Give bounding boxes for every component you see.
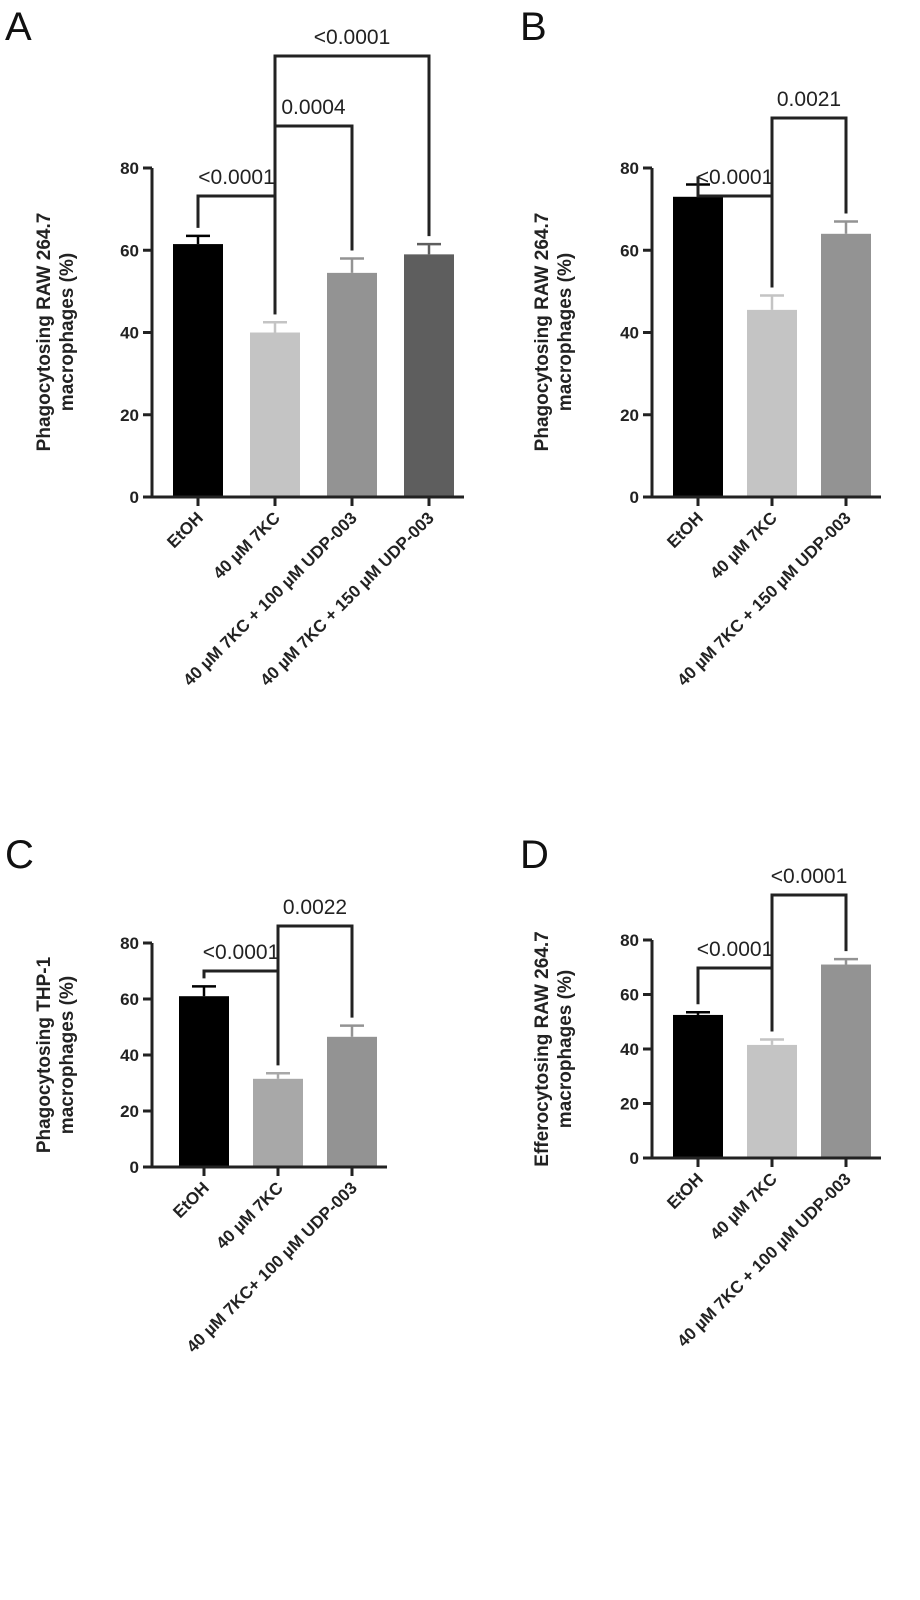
bar	[747, 309, 797, 497]
bar	[821, 233, 871, 498]
p-value-label: <0.0001	[203, 941, 280, 964]
error-bar	[340, 257, 364, 273]
error-bar	[834, 957, 858, 965]
p-value-label: 0.0022	[283, 896, 347, 919]
y-tick-label: 0	[630, 1149, 639, 1168]
y-tick-label: 40	[620, 324, 639, 343]
y-tick-label: 20	[120, 1102, 139, 1121]
error-bar	[186, 234, 210, 245]
y-tick-label: 0	[630, 488, 639, 507]
error-bar	[192, 985, 216, 997]
y-tick-label: 40	[620, 1040, 639, 1059]
y-tick-label: 40	[120, 1046, 139, 1065]
bar	[327, 1036, 377, 1167]
x-tick-label: EtOH	[663, 508, 706, 551]
error-bar	[760, 294, 784, 310]
x-tick-label: EtOH	[663, 1169, 706, 1212]
bar	[253, 1078, 303, 1167]
y-tick-label: 0	[130, 488, 139, 507]
p-value-label: <0.0001	[314, 26, 391, 49]
panel-letter: D	[520, 833, 549, 877]
bar	[673, 196, 723, 497]
p-value-label: <0.0001	[771, 865, 848, 888]
x-tick-label: 40 µM 7KC	[212, 1178, 286, 1252]
y-tick-label: 60	[620, 986, 639, 1005]
x-tick-label: 40 µM 7KC + 150 µM UDP-003	[257, 508, 438, 689]
y-axis-label: Phagocytosing RAW 264.7 macrophages (%)	[532, 213, 576, 452]
panel-d: D Efferocytosing RAW 264.7 macrophages (%)…	[520, 833, 881, 1351]
y-axis-label: Phagocytosing RAW 264.7 macrophages (%)	[34, 213, 78, 452]
y-tick-label: 60	[620, 241, 639, 260]
x-tick-label: 40 µM 7KC	[706, 1169, 780, 1243]
p-value-label: <0.0001	[697, 938, 774, 961]
y-tick-label: 80	[120, 934, 139, 953]
p-value-label: <0.0001	[697, 166, 774, 189]
bar	[404, 254, 454, 497]
significance-bracket: <0.0001	[770, 865, 848, 1032]
panel-b: B Phagocytosing RAW 264.7 macrophages (%) 0…	[520, 5, 881, 690]
y-tick-label: 80	[620, 159, 639, 178]
y-tick-label: 20	[620, 1095, 639, 1114]
y-tick-label: 20	[120, 406, 139, 425]
bar	[179, 996, 229, 1167]
y-tick-label: 80	[120, 159, 139, 178]
x-tick-label: EtOH	[163, 508, 206, 551]
panel-letter: A	[5, 5, 32, 49]
y-tick-label: 0	[130, 1158, 139, 1177]
p-value-label: 0.0004	[281, 96, 346, 119]
x-tick-label: 40 µM 7KC	[706, 508, 780, 582]
error-bar	[686, 1010, 710, 1015]
error-bar	[266, 1071, 290, 1079]
bar	[173, 244, 223, 497]
y-tick-label: 40	[120, 324, 139, 343]
y-axis-label: Phagocytosing THP-1 macrophages (%)	[34, 956, 78, 1153]
error-bar	[263, 320, 287, 333]
y-axis-label: Efferocytosing RAW 264.7 macrophages (%)	[532, 931, 576, 1166]
bar	[673, 1014, 723, 1158]
y-tick-label: 60	[120, 241, 139, 260]
y-tick-label: 20	[620, 406, 639, 425]
panel-letter: C	[5, 833, 34, 877]
error-bar	[417, 242, 441, 255]
panel-letter: B	[520, 5, 547, 49]
y-tick-label: 60	[120, 990, 139, 1009]
significance-bracket: 0.0022	[276, 896, 354, 1066]
error-bar	[834, 220, 858, 234]
bar	[250, 332, 300, 497]
bar	[327, 272, 377, 497]
error-bar	[760, 1038, 784, 1045]
x-tick-label: EtOH	[169, 1178, 212, 1221]
x-tick-label: 40 µM 7KC	[209, 508, 283, 582]
significance-bracket: <0.0001	[273, 26, 431, 315]
error-bar	[340, 1024, 364, 1037]
p-value-label: 0.0021	[777, 88, 841, 111]
bar	[821, 964, 871, 1158]
panel-c: C Phagocytosing THP-1 macrophages (%) 0 20 40…	[5, 833, 387, 1356]
panel-a: A Phagocytosing RAW 264.7 macrophages (%) 0…	[5, 5, 464, 690]
y-tick-label: 80	[620, 931, 639, 950]
p-value-label: <0.0001	[198, 166, 275, 189]
significance-bracket: 0.0021	[770, 88, 848, 288]
bar	[747, 1044, 797, 1158]
